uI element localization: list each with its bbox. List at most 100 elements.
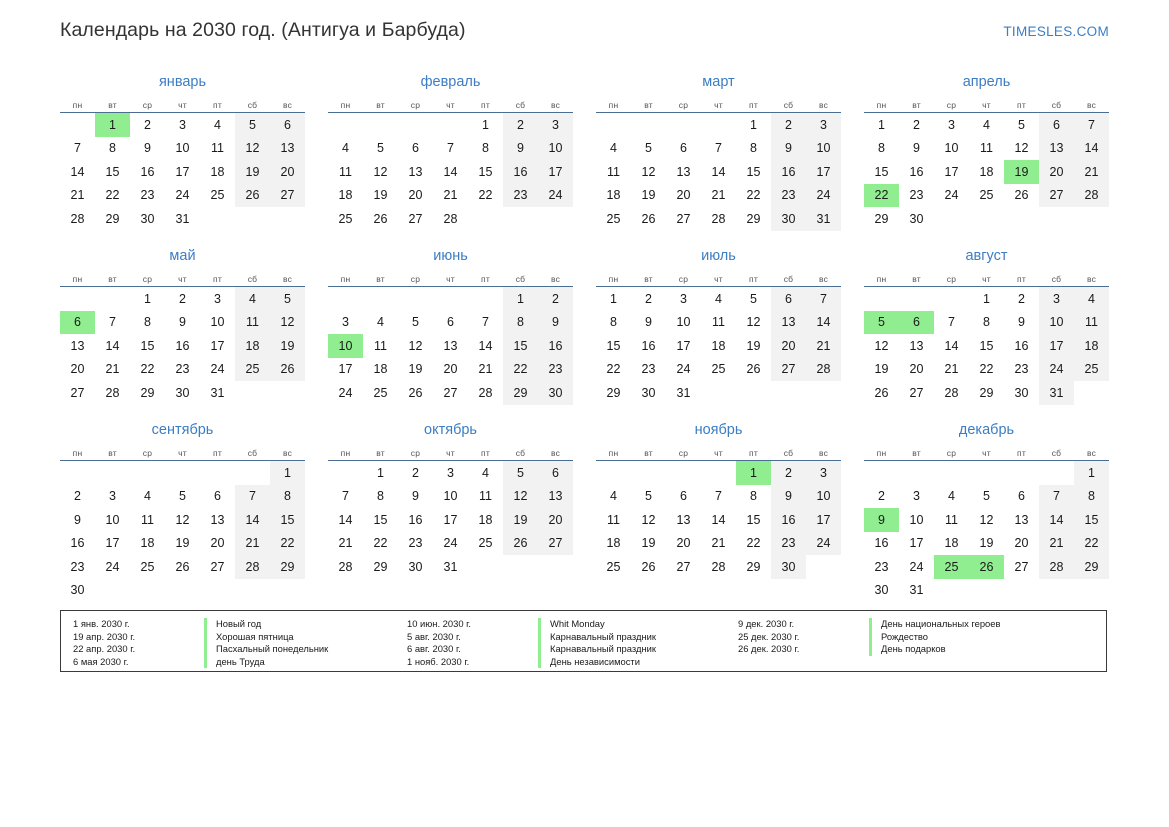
day-cell[interactable]: 3	[1039, 286, 1074, 311]
day-cell-holiday[interactable]: 6	[60, 310, 95, 334]
day-cell[interactable]: 24	[538, 183, 573, 207]
day-cell[interactable]: 22	[1074, 531, 1109, 555]
day-cell[interactable]: 14	[235, 508, 270, 532]
day-cell[interactable]: 5	[750, 291, 757, 306]
day-cell[interactable]: 27	[70, 385, 85, 400]
day-cell[interactable]: 19	[641, 536, 656, 551]
day-cell[interactable]: 27	[408, 211, 423, 226]
day-cell[interactable]: 29	[105, 211, 120, 226]
day-cell[interactable]: 20	[676, 188, 691, 203]
day-cell[interactable]: 23	[538, 357, 573, 381]
day-cell[interactable]: 8	[983, 315, 990, 330]
day-cell[interactable]: 24	[105, 559, 120, 574]
day-cell[interactable]: 31	[210, 385, 225, 400]
day-cell[interactable]: 9	[179, 315, 186, 330]
day-cell[interactable]: 15	[503, 334, 538, 358]
day-cell[interactable]: 15	[979, 338, 994, 353]
day-cell[interactable]: 7	[948, 315, 955, 330]
day-cell[interactable]: 19	[874, 362, 889, 377]
day-cell[interactable]: 8	[377, 489, 384, 504]
day-cell[interactable]: 24	[338, 385, 353, 400]
day-cell[interactable]: 14	[711, 512, 726, 527]
day-cell[interactable]: 7	[74, 141, 81, 156]
day-cell[interactable]: 21	[443, 188, 458, 203]
day-cell[interactable]: 1	[144, 291, 151, 306]
day-cell[interactable]: 30	[70, 583, 85, 598]
day-cell[interactable]: 28	[711, 211, 726, 226]
day-cell[interactable]: 23	[641, 362, 656, 377]
day-cell[interactable]: 13	[270, 136, 305, 160]
day-cell[interactable]: 28	[1074, 183, 1109, 207]
day-cell[interactable]: 17	[1039, 334, 1074, 358]
day-cell[interactable]: 12	[979, 512, 994, 527]
day-cell[interactable]: 19	[408, 362, 423, 377]
day-cell[interactable]: 9	[1018, 315, 1025, 330]
day-cell[interactable]: 11	[374, 338, 387, 353]
day-cell[interactable]: 18	[1074, 334, 1109, 358]
day-cell[interactable]: 29	[503, 381, 538, 405]
day-cell[interactable]: 11	[607, 512, 620, 527]
day-cell[interactable]: 8	[878, 141, 885, 156]
day-cell[interactable]: 2	[179, 291, 186, 306]
day-cell[interactable]: 28	[711, 559, 726, 574]
day-cell[interactable]: 15	[746, 512, 761, 527]
day-cell[interactable]: 16	[70, 536, 85, 551]
day-cell[interactable]: 15	[270, 508, 305, 532]
day-cell[interactable]: 4	[482, 465, 489, 480]
day-cell[interactable]: 10	[538, 136, 573, 160]
day-cell[interactable]: 26	[270, 357, 305, 381]
day-cell[interactable]: 6	[1018, 489, 1025, 504]
day-cell[interactable]: 20	[443, 362, 458, 377]
day-cell[interactable]: 26	[874, 385, 889, 400]
day-cell[interactable]: 17	[338, 362, 353, 377]
day-cell[interactable]: 10	[676, 315, 691, 330]
day-cell[interactable]: 2	[503, 112, 538, 137]
day-cell[interactable]: 13	[676, 164, 691, 179]
day-cell[interactable]: 8	[270, 484, 305, 508]
day-cell[interactable]: 7	[482, 315, 489, 330]
day-cell[interactable]: 4	[610, 141, 617, 156]
day-cell[interactable]: 28	[478, 385, 493, 400]
day-cell[interactable]: 11	[339, 164, 352, 179]
day-cell[interactable]: 5	[179, 489, 186, 504]
day-cell[interactable]: 21	[338, 536, 353, 551]
day-cell[interactable]: 30	[538, 381, 573, 405]
day-cell[interactable]: 11	[141, 512, 154, 527]
day-cell[interactable]: 28	[944, 385, 959, 400]
day-cell[interactable]: 22	[140, 362, 155, 377]
day-cell[interactable]: 7	[109, 315, 116, 330]
day-cell[interactable]: 8	[109, 141, 116, 156]
day-cell[interactable]: 24	[175, 188, 190, 203]
day-cell[interactable]: 28	[235, 555, 270, 579]
day-cell[interactable]: 7	[1074, 112, 1109, 137]
day-cell[interactable]: 7	[806, 286, 841, 311]
day-cell[interactable]: 19	[235, 160, 270, 184]
day-cell-holiday[interactable]: 19	[1004, 160, 1039, 184]
day-cell[interactable]: 1	[983, 291, 990, 306]
day-cell[interactable]: 18	[338, 188, 353, 203]
day-cell[interactable]: 31	[1039, 381, 1074, 405]
day-cell[interactable]: 8	[503, 310, 538, 334]
day-cell[interactable]: 25	[140, 559, 155, 574]
day-cell[interactable]: 2	[1018, 291, 1025, 306]
day-cell[interactable]: 20	[210, 536, 225, 551]
day-cell[interactable]: 29	[1074, 555, 1109, 579]
day-cell[interactable]: 23	[70, 559, 85, 574]
day-cell[interactable]: 25	[979, 188, 994, 203]
day-cell[interactable]: 17	[909, 536, 924, 551]
day-cell-holiday[interactable]: 25	[934, 555, 969, 579]
day-cell[interactable]: 24	[806, 183, 841, 207]
day-cell[interactable]: 17	[105, 536, 120, 551]
day-cell[interactable]: 27	[270, 183, 305, 207]
day-cell[interactable]: 24	[806, 531, 841, 555]
day-cell[interactable]: 15	[746, 164, 761, 179]
day-cell[interactable]: 12	[641, 512, 656, 527]
day-cell[interactable]: 17	[175, 164, 190, 179]
day-cell[interactable]: 14	[1039, 508, 1074, 532]
day-cell[interactable]: 30	[771, 207, 806, 231]
day-cell[interactable]: 26	[235, 183, 270, 207]
day-cell[interactable]: 21	[806, 334, 841, 358]
day-cell[interactable]: 2	[412, 465, 419, 480]
day-cell[interactable]: 10	[175, 141, 190, 156]
day-cell[interactable]: 27	[1039, 183, 1074, 207]
